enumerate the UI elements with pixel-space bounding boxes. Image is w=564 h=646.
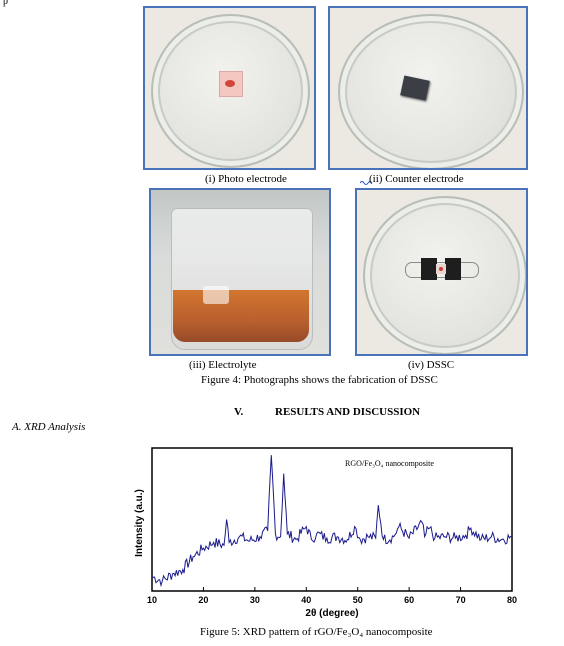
caption-counter-electrode: (ii) Counter electrode: [369, 173, 464, 185]
spellcheck-squiggle: [360, 181, 373, 185]
figure-5-caption: Figure 5: XRD pattern of rGO/Fe₃O₄ nanoc…: [200, 626, 433, 638]
petri-dish: [338, 14, 524, 168]
legend-label: RGO/Fe₃O₄ nanocomposite: [345, 459, 434, 468]
section-number: V.: [234, 406, 244, 418]
section-title: RESULTS AND DISCUSSION: [275, 406, 421, 418]
x-tick-label-30: 30: [250, 595, 260, 605]
subsection-label: A. XRD Analysis: [12, 421, 86, 433]
photo-electrode-sample: [219, 71, 243, 97]
caption-dssc: (iv) DSSC: [408, 359, 455, 371]
petri-dish: [363, 196, 526, 354]
electrolyte-image: [149, 188, 331, 356]
x-axis-label: 2θ (degree): [305, 608, 358, 619]
x-tick-label-20: 20: [198, 595, 208, 605]
figure-4-caption: Figure 4: Photographs shows the fabricat…: [201, 374, 438, 386]
beaker-label: [203, 286, 229, 304]
dssc-image: [355, 188, 528, 356]
caption-electrolyte: (iii) Electrolyte: [189, 359, 257, 371]
top-text-fragment: p: [3, 0, 8, 7]
caption-photo-electrode: (i) Photo electrode: [205, 173, 287, 185]
x-tick-label-80: 80: [507, 595, 517, 605]
electrolyte-liquid: [173, 290, 309, 342]
plot-frame: [151, 447, 513, 592]
photo-electrode-image: [143, 6, 316, 170]
x-tick-label-40: 40: [301, 595, 311, 605]
x-tick-label-70: 70: [456, 595, 466, 605]
y-axis-label: Intensity (a.u.): [134, 489, 145, 557]
x-tick-label-60: 60: [404, 595, 414, 605]
counter-electrode-image: [328, 6, 528, 170]
x-tick-label-50: 50: [353, 595, 363, 605]
xrd-chart: 10 20 30 40 50 60 70 80 RGO/Fe₃O₄ nanocomposite…: [134, 447, 517, 619]
x-tick-label-10: 10: [147, 595, 157, 605]
dssc-assembly: [405, 258, 479, 280]
xrd-series-line: [151, 455, 513, 588]
